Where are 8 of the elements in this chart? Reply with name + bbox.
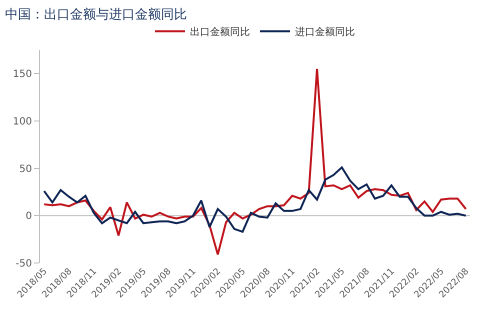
chart-title: 中国：出口金额与进口金额同比 bbox=[4, 8, 187, 23]
y-tick-label: 50 bbox=[19, 164, 32, 175]
y-tick-label: 100 bbox=[12, 116, 32, 128]
y-tick-label: -50 bbox=[16, 258, 32, 270]
y-tick-label: 150 bbox=[12, 69, 32, 80]
legend-label: 出口金额同比 bbox=[190, 26, 250, 38]
legend-label: 进口金额同比 bbox=[295, 26, 355, 38]
y-tick-label: 0 bbox=[26, 211, 32, 222]
